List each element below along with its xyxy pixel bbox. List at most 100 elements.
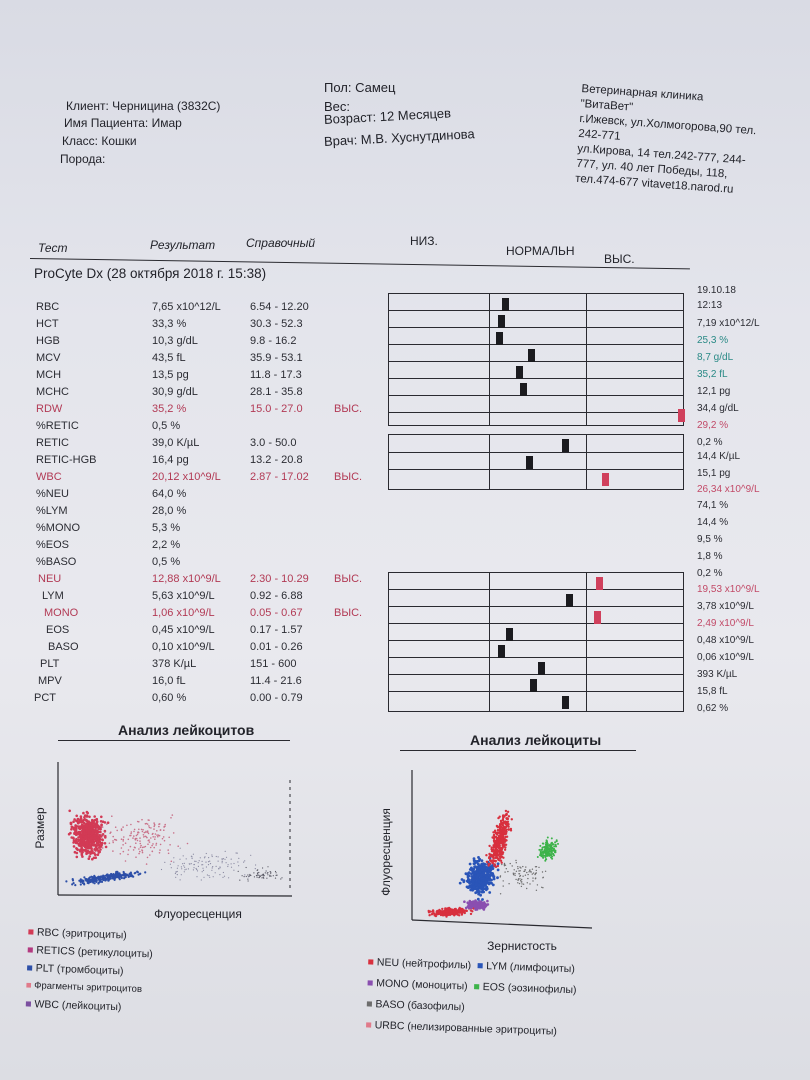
scatter-point bbox=[100, 875, 103, 878]
scatter-point bbox=[78, 834, 82, 838]
scatter-point bbox=[485, 886, 488, 890]
scatter-point bbox=[175, 876, 177, 878]
scatter-point bbox=[120, 828, 123, 830]
scatter-point bbox=[446, 912, 449, 915]
scatter-point bbox=[532, 877, 534, 879]
scatter-point bbox=[545, 850, 548, 853]
scatter-point bbox=[548, 854, 551, 857]
scatter-point bbox=[144, 845, 147, 848]
scatter-point bbox=[247, 878, 249, 880]
scatter-point bbox=[482, 906, 485, 910]
scatter-point bbox=[212, 866, 214, 868]
result-value: 30,9 g/dL bbox=[152, 386, 198, 398]
scatter-point bbox=[471, 882, 475, 886]
scatter-point bbox=[143, 846, 145, 848]
scatter-point bbox=[133, 828, 136, 831]
scatter-point bbox=[542, 854, 544, 857]
scatter-point bbox=[474, 882, 478, 886]
scatter-point bbox=[500, 847, 503, 850]
scatter-point bbox=[511, 865, 513, 867]
clinic-address-block: Ветеринарная клиника "ВитаВет" г.Ижевск,… bbox=[575, 82, 759, 199]
scatter-point bbox=[94, 853, 97, 857]
scatter-point bbox=[204, 856, 206, 858]
test-name: %NEU bbox=[36, 488, 70, 500]
scatter-point bbox=[547, 844, 550, 847]
previous-result: 26,34 x10^9/L bbox=[697, 484, 760, 495]
scatter-point bbox=[535, 889, 538, 891]
scatter-point bbox=[542, 877, 544, 879]
scatter-point bbox=[536, 884, 539, 886]
scatter-point bbox=[113, 878, 116, 881]
scatter-point bbox=[182, 855, 184, 857]
scatter-point bbox=[123, 836, 125, 838]
scatter-point bbox=[546, 847, 549, 849]
scatter-point bbox=[542, 856, 545, 859]
scatter-point bbox=[100, 823, 103, 826]
test-name: BASO bbox=[48, 641, 79, 653]
scatter-point bbox=[550, 848, 553, 851]
scatter-point bbox=[519, 878, 521, 880]
scatter-point bbox=[114, 838, 117, 841]
scatter-point bbox=[96, 824, 99, 828]
scatter-point bbox=[97, 849, 100, 853]
scatter-point bbox=[259, 875, 262, 877]
scatter-point bbox=[112, 840, 114, 842]
scatter-point bbox=[522, 865, 524, 868]
scatter-point bbox=[441, 907, 444, 911]
scatter-point bbox=[141, 846, 144, 849]
scatter-point bbox=[203, 857, 206, 859]
scatter-point bbox=[436, 913, 439, 916]
low-normal-divider bbox=[489, 435, 490, 489]
scatter-point bbox=[546, 840, 548, 843]
scatter-point bbox=[507, 870, 509, 873]
scatter-point bbox=[112, 877, 116, 880]
sex-label: Пол: Самец bbox=[324, 80, 396, 95]
scatter-point bbox=[87, 831, 90, 834]
scatter-point bbox=[446, 908, 449, 911]
scatter-point bbox=[148, 825, 150, 827]
scatter-point bbox=[91, 850, 94, 853]
scatter-point bbox=[522, 875, 524, 877]
scatter-point bbox=[87, 882, 90, 885]
scatter-point bbox=[486, 899, 489, 903]
scatter-point bbox=[218, 868, 220, 870]
scatter-point bbox=[466, 880, 470, 883]
scatter-point bbox=[439, 912, 442, 916]
scatter-point bbox=[173, 861, 175, 863]
scatter-point bbox=[518, 882, 521, 885]
scatter-point bbox=[509, 862, 511, 865]
scatter-point bbox=[103, 842, 107, 845]
scatter-point bbox=[112, 835, 114, 838]
scatter-point bbox=[99, 827, 102, 831]
scatter-point bbox=[201, 871, 203, 873]
scatter-point bbox=[515, 859, 517, 862]
scatter-point bbox=[230, 866, 233, 868]
scatter-point bbox=[211, 867, 213, 869]
scatter-point bbox=[73, 850, 77, 854]
scatter-point bbox=[487, 882, 491, 886]
scatter-point bbox=[99, 848, 102, 851]
scatter-point bbox=[126, 824, 128, 827]
scatter-point bbox=[239, 879, 241, 881]
scatter-point bbox=[267, 872, 269, 874]
scatter-point bbox=[520, 880, 522, 882]
legend-item-urbc: URBC (нелизированные эритроциты) bbox=[374, 1019, 558, 1038]
result-value: 12,88 x10^9/L bbox=[152, 573, 221, 585]
scatter-point bbox=[539, 850, 542, 853]
scatter-point bbox=[192, 853, 194, 855]
scatter-point bbox=[235, 852, 237, 854]
reference-range: 0.17 - 1.57 bbox=[250, 624, 303, 636]
scatter-point bbox=[125, 873, 128, 876]
scatter-point bbox=[503, 848, 507, 851]
scatter-point bbox=[481, 883, 484, 886]
scatter-point bbox=[192, 869, 194, 871]
scatter-point bbox=[544, 870, 547, 872]
scatter-point bbox=[185, 868, 187, 870]
scatter-point bbox=[458, 881, 462, 885]
scatter-point bbox=[155, 844, 157, 846]
scatter-point bbox=[555, 840, 558, 843]
scatter-point bbox=[145, 822, 148, 825]
scatter-point bbox=[504, 830, 507, 833]
scatter-point bbox=[438, 909, 441, 912]
scatter-point bbox=[133, 835, 135, 837]
